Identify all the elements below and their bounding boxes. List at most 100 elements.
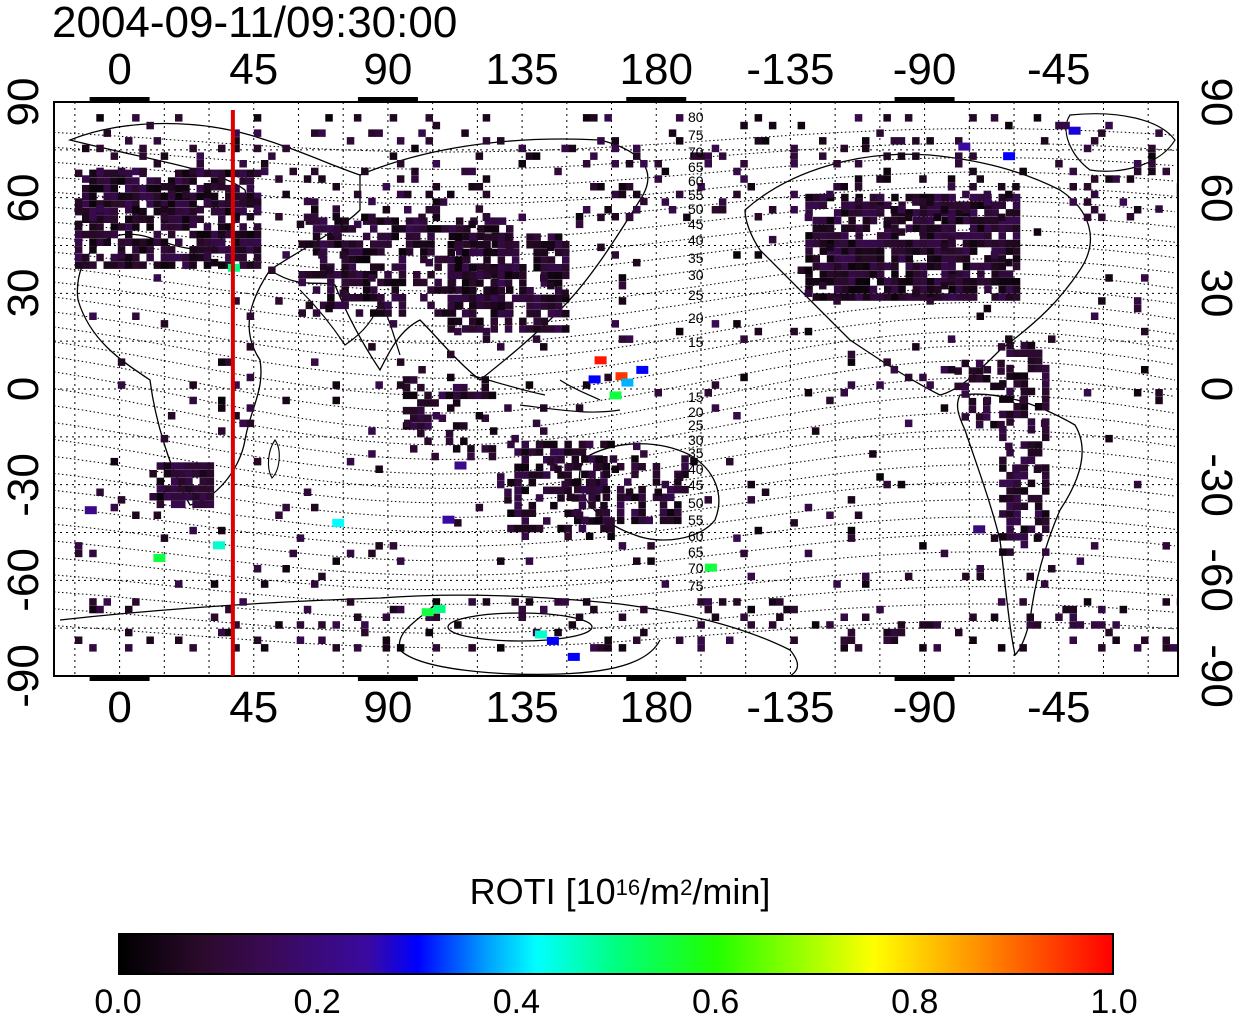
roti-cell bbox=[332, 396, 340, 405]
roti-cell bbox=[1076, 621, 1085, 629]
roti-cell bbox=[178, 485, 186, 493]
roti-cell bbox=[196, 215, 204, 223]
roti-cell bbox=[891, 193, 899, 202]
roti-cell bbox=[239, 253, 247, 262]
roti-cell bbox=[805, 285, 813, 294]
roti-cell bbox=[733, 320, 741, 328]
roti-cell bbox=[891, 293, 899, 301]
roti-cell bbox=[1126, 175, 1135, 183]
roti-cell bbox=[1006, 525, 1014, 533]
roti-cell bbox=[983, 396, 992, 405]
roti-cell bbox=[189, 177, 197, 185]
roti-cell bbox=[425, 114, 433, 122]
roti-cell bbox=[568, 621, 577, 629]
roti-cell bbox=[854, 511, 863, 519]
roti-cell bbox=[562, 294, 570, 303]
roti-cell bbox=[554, 294, 563, 303]
roti-cell bbox=[1005, 335, 1013, 343]
roti-cell bbox=[947, 274, 956, 282]
roti-cell bbox=[454, 294, 463, 303]
roti-cell bbox=[441, 286, 450, 294]
roti-cell bbox=[912, 278, 921, 286]
roti-cell bbox=[562, 241, 570, 249]
roti-cell bbox=[1112, 636, 1120, 644]
roti-cell bbox=[934, 193, 942, 202]
roti-cell bbox=[192, 500, 200, 509]
roti-cell bbox=[535, 463, 544, 472]
roti-cell bbox=[497, 294, 506, 303]
roti-cell bbox=[991, 224, 999, 232]
roti-cell bbox=[490, 279, 498, 287]
roti-cell bbox=[1012, 216, 1021, 225]
roti-cell bbox=[812, 239, 820, 248]
roti-cell bbox=[153, 192, 162, 201]
roti-cell bbox=[375, 381, 383, 389]
roti-cell bbox=[1034, 449, 1043, 457]
roti-cell bbox=[1133, 304, 1142, 313]
roti-cell bbox=[1005, 216, 1014, 225]
roti-cell bbox=[919, 239, 928, 248]
roti-cell bbox=[969, 239, 978, 248]
roti-cell bbox=[239, 198, 247, 206]
roti-cell bbox=[997, 213, 1006, 222]
roti-cell bbox=[325, 114, 333, 122]
roti-cell bbox=[1019, 644, 1027, 652]
roti-cell bbox=[334, 217, 342, 225]
roti-cell bbox=[332, 381, 340, 389]
roti-cell bbox=[633, 144, 641, 153]
roti-cell bbox=[912, 343, 920, 351]
roti-cell bbox=[469, 271, 477, 280]
roti-cell bbox=[311, 129, 319, 137]
roti-cell bbox=[661, 480, 670, 489]
roti-cell bbox=[319, 225, 328, 233]
roti-cell bbox=[891, 285, 899, 294]
roti-cell bbox=[884, 285, 892, 294]
roti-cell bbox=[167, 200, 176, 208]
roti-cell bbox=[969, 216, 978, 225]
roti-cell bbox=[355, 255, 364, 264]
roti-cell bbox=[1027, 387, 1036, 396]
roti-cell bbox=[550, 448, 558, 456]
roti-cell bbox=[891, 232, 899, 240]
roti-cell bbox=[348, 225, 357, 233]
roti-cell bbox=[1020, 341, 1029, 350]
roti-cell bbox=[167, 190, 176, 199]
roti-cell bbox=[206, 477, 215, 486]
roti-cell bbox=[962, 255, 971, 263]
roti-cell bbox=[941, 293, 949, 301]
roti-highlight-cell bbox=[609, 391, 622, 400]
roti-cell bbox=[218, 628, 226, 637]
roti-cell bbox=[89, 169, 97, 178]
roti-cell bbox=[375, 465, 383, 473]
roti-cell bbox=[611, 190, 619, 199]
roti-cell bbox=[203, 261, 212, 269]
roti-cell bbox=[547, 243, 555, 252]
roti-cell bbox=[826, 293, 835, 301]
roti-cell bbox=[998, 293, 1006, 301]
roti-cell bbox=[897, 621, 906, 629]
roti-cell bbox=[1105, 628, 1113, 637]
roti-cell bbox=[618, 613, 627, 621]
roti-cell bbox=[826, 216, 835, 225]
roti-cell bbox=[826, 224, 835, 232]
roti-cell bbox=[533, 256, 541, 264]
roti-cell bbox=[467, 445, 475, 453]
roti-cell bbox=[469, 264, 477, 272]
roti-cell bbox=[253, 192, 262, 201]
roti-cell bbox=[862, 201, 871, 209]
roti-cell bbox=[411, 167, 419, 176]
roti-cell bbox=[528, 509, 537, 517]
roti-cell bbox=[454, 271, 463, 280]
roti-cell bbox=[768, 621, 777, 629]
roti-cell bbox=[998, 232, 1006, 240]
roti-cell bbox=[153, 230, 162, 239]
roti-cell bbox=[117, 246, 126, 254]
x-tick-top: 180 bbox=[619, 45, 693, 94]
contour-label: 60 bbox=[688, 173, 704, 189]
roti-cell bbox=[919, 247, 928, 255]
roti-cell bbox=[977, 278, 985, 286]
roti-cell bbox=[521, 456, 529, 464]
roti-cell bbox=[543, 440, 551, 449]
roti-cell bbox=[491, 217, 500, 225]
roti-cell bbox=[631, 463, 639, 471]
